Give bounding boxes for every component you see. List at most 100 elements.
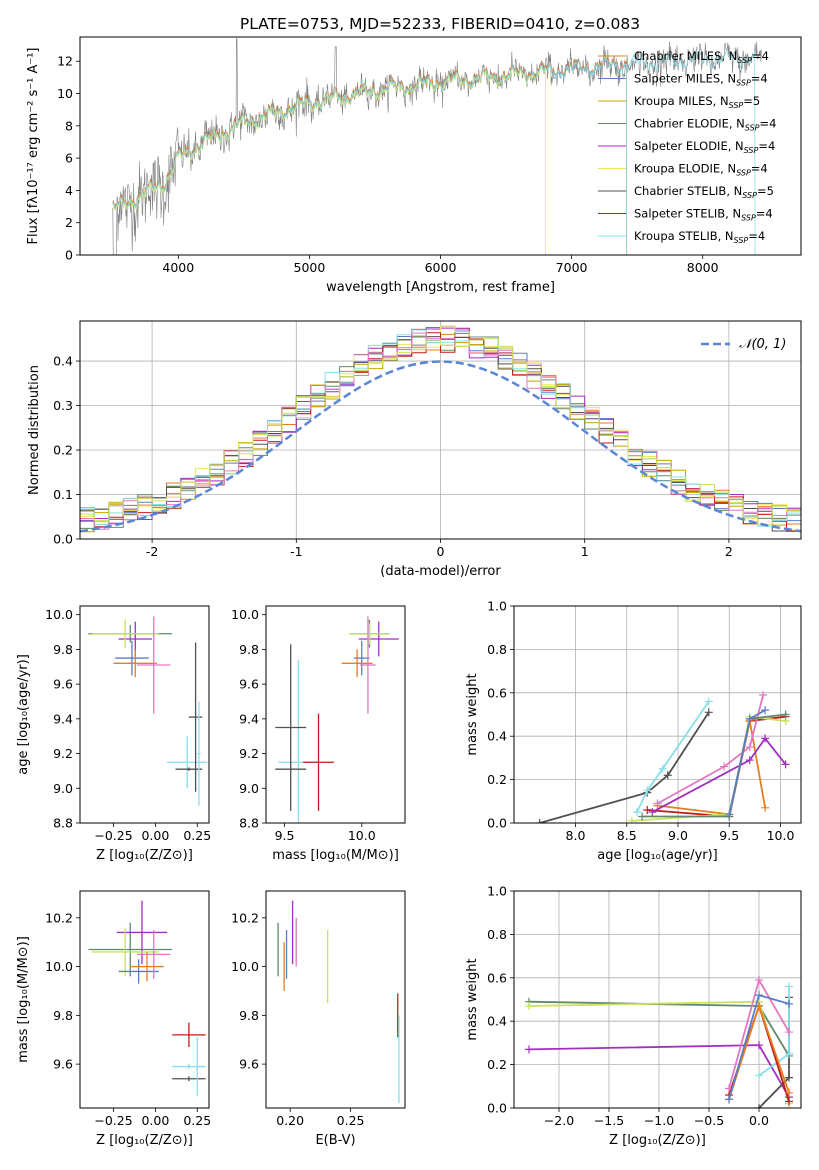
y-tick-label: 0.8 [487,927,507,942]
x-axis-label: Z [log₁₀(Z/Z⊙)] [96,1133,193,1148]
y-tick-label: 9.8 [53,642,73,657]
y-tick-label: 0.3 [53,398,73,413]
x-tick-label: −1.0 [644,1113,674,1128]
weight-marker [638,812,647,821]
legend-entry: Kroupa MILES, NSSP=5 [598,94,760,110]
weight-series [633,697,713,817]
plot-area-z_weight [525,975,793,1108]
x-tick-label: 0.00 [141,828,169,843]
weight-marker [627,816,636,823]
frame-spectrum [79,36,802,256]
y-tick-label: 0.1 [53,487,73,502]
frame-age_weight [513,605,802,824]
weight-line [636,700,710,813]
weight-marker [785,1088,793,1097]
weight-marker [725,810,734,819]
y-tick-label: 10.0 [45,959,73,974]
y-tick-label: 9.6 [53,677,73,692]
model-spectrum [112,53,628,255]
x-tick-label: 6000 [425,260,457,275]
y-axis-label: Flux [fλ10⁻¹⁷ erg cm⁻² s⁻¹ A⁻¹] [26,48,41,245]
legend-label: Salpeter MILES, NSSP=4 [634,72,768,88]
axes-z_mass: −0.25 0.00 0.25 9.6 9.8 10.0 10.2 Z [log₁₀(Z/Z⊙… [16,910,211,1148]
weight-marker [785,1028,793,1037]
weight-marker [525,1002,533,1011]
x-axis-label: E(B-V) [315,1133,355,1148]
y-tick-label: 9.0 [239,781,259,796]
y-tick-label: 10.2 [45,910,73,925]
legend-entry: Salpeter MILES, NSSP=4 [598,72,768,88]
x-tick-label: −0.25 [94,828,132,843]
frame-residual_hist [79,320,802,540]
x-tick-label: −0.5 [694,1113,724,1128]
weight-marker [745,743,754,752]
weight-marker [658,764,667,773]
plot-area-mass_age [275,616,399,823]
x-axis-label: wavelength [Angstrom, rest frame] [326,280,555,295]
x-tick-label: 0 [437,544,445,559]
weight-line [539,711,710,823]
plot-area-z_age [88,616,208,806]
y-axis-label: mass weight [465,673,480,755]
weight-marker [781,760,790,769]
weight-marker [648,808,657,817]
observed-spectrum [112,38,762,255]
weight-series [653,690,768,808]
legend-entry: Kroupa STELIB, NSSP=4 [598,229,765,245]
y-tick-label: 9.8 [239,642,259,657]
y-tick-label: 9.8 [239,1008,259,1023]
errorbar-point [275,767,307,771]
y-tick-label: 10.0 [45,607,73,622]
y-tick-label: 9.6 [239,1057,259,1072]
y-tick-label: 0.0 [53,532,73,547]
x-tick-label: 7000 [556,260,588,275]
histogram-step [80,332,801,530]
frame-z_age [79,605,210,824]
errorbar-point [118,959,159,984]
weight-marker [785,1073,793,1082]
y-tick-label: 1.0 [487,599,507,614]
y-tick-label: 9.0 [53,781,73,796]
weight-marker [785,1097,793,1106]
x-tick-label: -2 [146,544,158,559]
y-axis-label: mass [log₁₀(M/M⊙)] [16,936,31,1063]
errorbar-point [172,1076,206,1082]
y-tick-label: 1.0 [487,884,507,899]
x-tick-label: 8.5 [617,828,637,843]
x-tick-label: -1 [290,544,302,559]
errorbar-point [115,640,149,676]
x-tick-label: 10.0 [348,828,376,843]
frame-z_weight [513,890,802,1109]
legend-label: Chabrier ELODIE, NSSP=4 [634,117,776,133]
x-tick-label: 0.25 [337,1113,365,1128]
legend-label: Chabrier STELIB, NSSP=5 [634,184,774,200]
plot-area-z_mass [88,900,206,1096]
y-tick-label: 0.4 [487,729,507,744]
weight-marker [745,714,754,723]
errorbar-point [175,767,203,771]
model-spectrum [112,55,628,255]
y-tick-label: 9.6 [239,677,259,692]
x-axis-label: Z [log₁₀(Z/Z⊙)] [609,1133,706,1148]
axes-spectrum: 4000 5000 6000 7000 8000 0 2 4 6 8 10 12 wavelength … [26,48,719,296]
y-tick-label: 9.4 [239,711,259,726]
x-tick-label: 0.20 [276,1113,304,1128]
legend-label: Kroupa MILES, NSSP=5 [634,94,760,110]
weight-line [657,694,764,805]
weight-marker [785,999,793,1008]
y-tick-label: 0.4 [487,1014,507,1029]
frame-ebv_mass [265,890,406,1109]
legend-label: Kroupa STELIB, NSSP=4 [634,229,765,245]
errorbar-point [360,616,376,714]
x-tick-label: 4000 [162,260,194,275]
errorbar-point [358,621,399,657]
errorbar-point [275,644,307,811]
errorbar-point [136,616,171,714]
gaussian-curve [80,360,801,533]
x-tick-label: 1 [581,544,589,559]
weight-marker [653,799,662,808]
y-tick-label: 8 [65,118,73,133]
figure-title: PLATE=0753, MJD=52233, FIBERID=0410, z=0… [240,15,640,33]
errorbar-point [188,642,203,792]
